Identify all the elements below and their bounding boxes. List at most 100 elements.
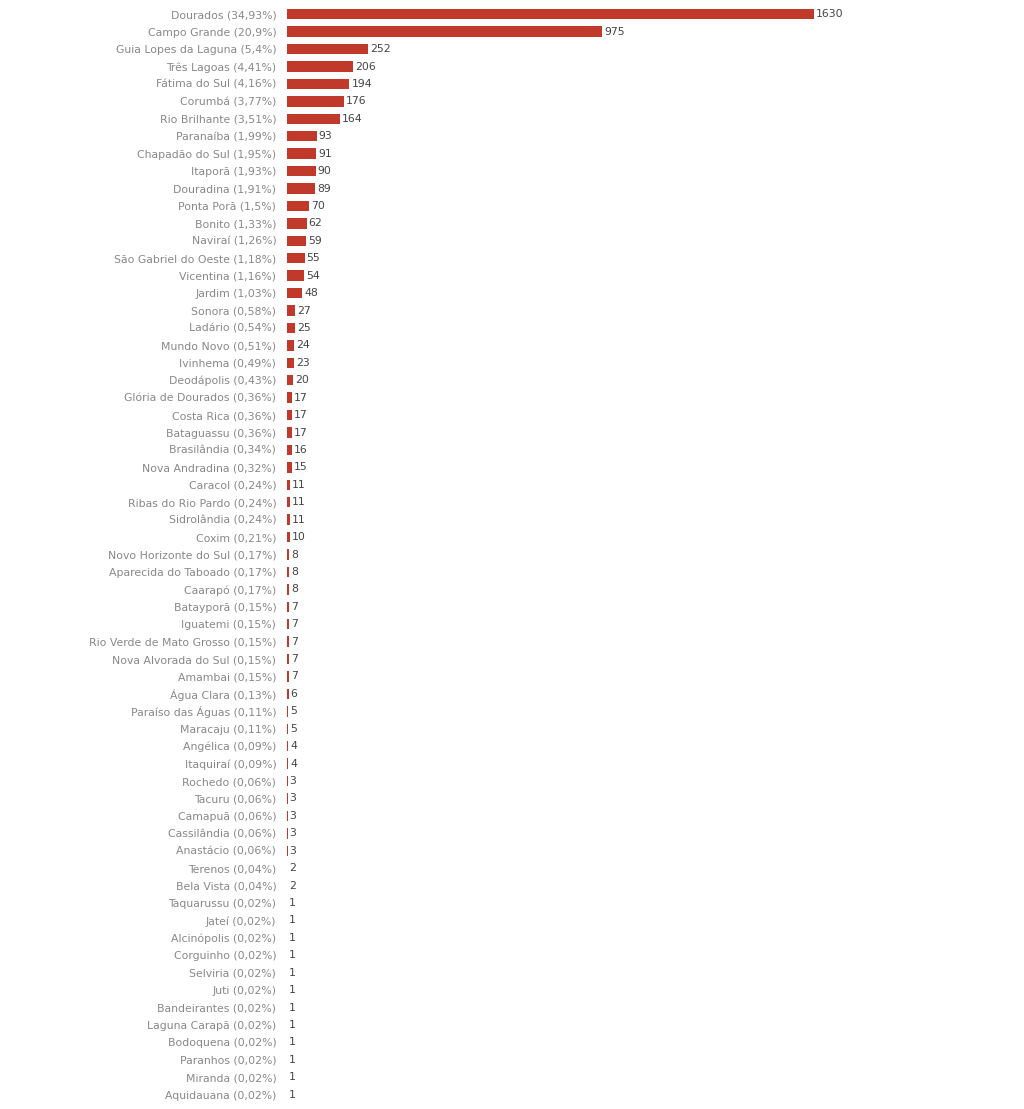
- Bar: [287, 584, 290, 594]
- Text: 54: 54: [306, 271, 319, 281]
- Bar: [287, 149, 316, 159]
- Bar: [287, 759, 288, 769]
- Bar: [287, 723, 289, 734]
- Bar: [287, 113, 340, 124]
- Bar: [287, 131, 316, 142]
- Bar: [287, 305, 296, 316]
- Text: 55: 55: [306, 253, 321, 263]
- Text: 1: 1: [289, 1037, 296, 1048]
- Bar: [287, 288, 302, 298]
- Text: 1: 1: [289, 950, 296, 960]
- Bar: [287, 235, 306, 246]
- Text: 8: 8: [291, 567, 298, 577]
- Text: 7: 7: [291, 671, 298, 682]
- Bar: [287, 654, 289, 664]
- Text: 11: 11: [292, 480, 306, 490]
- Text: 1: 1: [289, 1055, 296, 1065]
- Text: 23: 23: [296, 358, 310, 368]
- Text: 7: 7: [291, 602, 298, 612]
- Text: 206: 206: [355, 61, 376, 72]
- Text: 2: 2: [290, 881, 296, 891]
- Bar: [287, 375, 293, 386]
- Bar: [287, 166, 315, 176]
- Text: 7: 7: [291, 654, 298, 664]
- Text: 1: 1: [289, 898, 296, 908]
- Bar: [287, 27, 602, 37]
- Bar: [287, 96, 344, 106]
- Bar: [287, 497, 290, 508]
- Bar: [287, 393, 292, 403]
- Text: 1: 1: [289, 933, 296, 943]
- Bar: [287, 479, 290, 490]
- Text: 62: 62: [308, 218, 323, 228]
- Bar: [287, 44, 369, 54]
- Text: 3: 3: [290, 846, 297, 856]
- Bar: [287, 253, 304, 264]
- Text: 7: 7: [291, 637, 298, 647]
- Bar: [287, 689, 289, 699]
- Text: 3: 3: [290, 828, 297, 838]
- Text: 176: 176: [345, 96, 367, 106]
- Text: 3: 3: [290, 793, 297, 804]
- Text: 17: 17: [294, 410, 308, 420]
- Text: 8: 8: [291, 549, 298, 560]
- Text: 59: 59: [308, 236, 322, 246]
- Bar: [287, 515, 290, 525]
- Bar: [287, 357, 294, 368]
- Bar: [287, 427, 292, 438]
- Bar: [287, 79, 349, 89]
- Bar: [287, 619, 289, 630]
- Text: 1: 1: [289, 1090, 296, 1100]
- Bar: [287, 462, 292, 472]
- Text: 17: 17: [294, 427, 308, 438]
- Bar: [287, 601, 289, 612]
- Text: 15: 15: [294, 462, 307, 472]
- Text: 25: 25: [297, 323, 310, 333]
- Text: 5: 5: [290, 724, 297, 734]
- Text: 1: 1: [289, 915, 296, 926]
- Text: 11: 11: [292, 515, 306, 525]
- Text: 194: 194: [351, 79, 372, 89]
- Text: 4: 4: [290, 759, 297, 769]
- Bar: [287, 567, 290, 577]
- Text: 6: 6: [291, 689, 298, 699]
- Text: 5: 5: [290, 706, 297, 716]
- Bar: [287, 637, 289, 647]
- Text: 1: 1: [289, 1020, 296, 1030]
- Text: 16: 16: [294, 445, 307, 455]
- Text: 252: 252: [370, 44, 391, 54]
- Bar: [287, 706, 289, 716]
- Bar: [287, 9, 814, 20]
- Text: 24: 24: [296, 340, 310, 350]
- Text: 1: 1: [289, 968, 296, 978]
- Text: 93: 93: [318, 131, 333, 141]
- Text: 164: 164: [342, 114, 362, 124]
- Bar: [287, 532, 290, 542]
- Text: 1: 1: [289, 1072, 296, 1082]
- Bar: [287, 271, 304, 281]
- Text: 91: 91: [318, 149, 332, 159]
- Text: 11: 11: [292, 497, 306, 507]
- Text: 7: 7: [291, 619, 298, 629]
- Text: 70: 70: [311, 201, 326, 211]
- Bar: [287, 218, 307, 228]
- Bar: [287, 61, 353, 72]
- Bar: [287, 445, 292, 455]
- Bar: [287, 323, 295, 333]
- Text: 975: 975: [604, 27, 625, 37]
- Text: 8: 8: [291, 584, 298, 594]
- Bar: [287, 549, 290, 560]
- Text: 3: 3: [290, 776, 297, 786]
- Text: 90: 90: [317, 166, 332, 176]
- Text: 20: 20: [295, 375, 309, 385]
- Text: 3: 3: [290, 811, 297, 821]
- Bar: [287, 183, 315, 194]
- Text: 10: 10: [292, 532, 306, 542]
- Bar: [287, 671, 289, 682]
- Text: 2: 2: [290, 863, 296, 873]
- Text: 1: 1: [289, 985, 296, 995]
- Text: 4: 4: [290, 741, 297, 751]
- Bar: [287, 741, 288, 752]
- Bar: [287, 340, 295, 350]
- Bar: [287, 410, 292, 420]
